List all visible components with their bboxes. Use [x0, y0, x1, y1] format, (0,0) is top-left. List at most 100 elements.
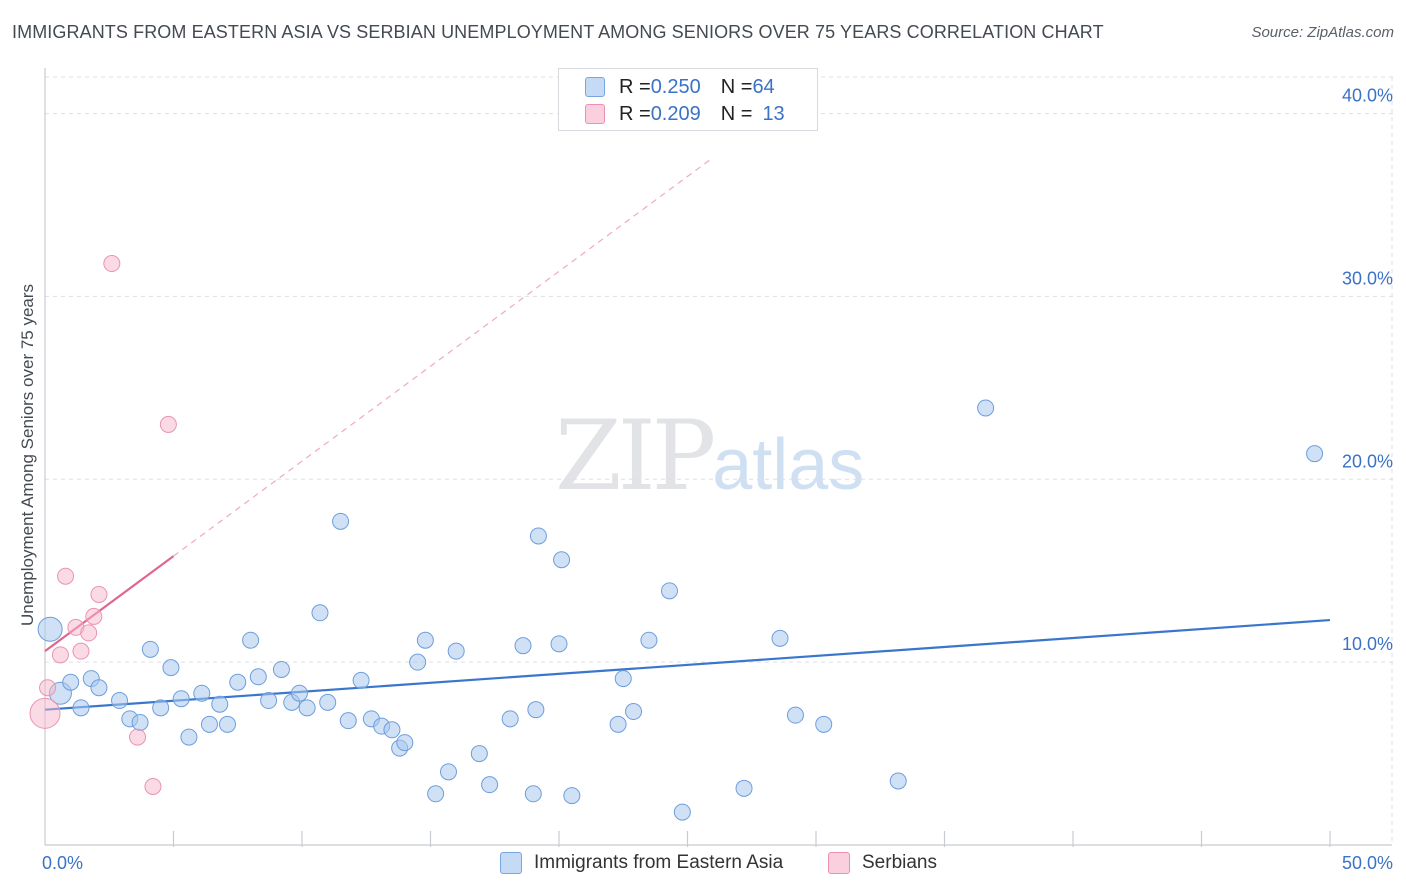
legend-row-eastern-asia: R = 0.250 N = 64 [585, 74, 775, 100]
point-serbians [159, 415, 177, 433]
point-eastern-asia [396, 734, 414, 752]
y-tick-label: 30.0% [1342, 268, 1393, 288]
point-eastern-asia [427, 785, 445, 803]
bottom-legend-label: Serbians [862, 852, 937, 873]
legend-r-label: R = [619, 75, 651, 98]
point-eastern-asia [447, 642, 465, 660]
point-eastern-asia [111, 692, 129, 710]
correlation-legend: R = 0.250 N = 64 R = 0.209 N = 13 [558, 68, 818, 131]
y-axis-label: Unemployment Among Seniors over 75 years [18, 283, 37, 627]
source-label: Source: ZipAtlas.com [1251, 24, 1394, 41]
legend-n-label: N = [720, 75, 753, 98]
legend-swatch-serbians [585, 104, 605, 124]
watermark-zip: ZIP [555, 400, 716, 512]
point-eastern-asia [527, 701, 545, 719]
point-eastern-asia [735, 779, 753, 797]
point-eastern-asia [786, 706, 804, 724]
point-eastern-asia [260, 692, 278, 710]
point-eastern-asia [661, 582, 679, 600]
legend-swatch-eastern-asia [585, 77, 605, 97]
watermark: ZIPatlas [555, 400, 864, 512]
x-tick-label-end: 50.0% [1342, 853, 1393, 873]
point-eastern-asia [249, 668, 267, 686]
point-eastern-asia [889, 772, 907, 790]
legend-r-label: R = [619, 102, 651, 125]
point-eastern-asia [141, 640, 159, 658]
point-eastern-asia [311, 604, 329, 622]
point-serbians [80, 624, 98, 642]
trend-serbians-extrapolated [173, 156, 714, 557]
point-eastern-asia [815, 715, 833, 733]
point-eastern-asia [211, 695, 229, 713]
point-eastern-asia [640, 631, 658, 649]
point-eastern-asia [524, 785, 542, 803]
legend-n-label: N = [720, 102, 753, 125]
point-eastern-asia [319, 693, 337, 711]
point-serbians [90, 585, 108, 603]
point-eastern-asia [614, 670, 632, 688]
point-eastern-asia [332, 512, 350, 530]
point-serbians [57, 567, 75, 585]
point-eastern-asia [162, 659, 180, 677]
point-eastern-asia [72, 699, 90, 717]
chart-title: IMMIGRANTS FROM EASTERN ASIA VS SERBIAN … [12, 22, 1104, 42]
point-serbians [29, 697, 61, 729]
point-eastern-asia [352, 671, 370, 689]
point-eastern-asia [200, 715, 218, 733]
y-tick-label: 40.0% [1342, 86, 1393, 106]
bottom-legend-serbians: Serbians [828, 852, 937, 874]
point-eastern-asia [977, 399, 995, 417]
point-eastern-asia [62, 673, 80, 691]
point-serbians [51, 646, 69, 664]
point-eastern-asia [298, 699, 316, 717]
point-serbians [144, 777, 162, 795]
point-eastern-asia [501, 710, 519, 728]
point-eastern-asia [563, 787, 581, 805]
trend-eastern-asia [44, 618, 1331, 711]
point-serbians [85, 607, 103, 625]
legend-r-value: 0.209 [650, 102, 701, 125]
legend-row-serbians: R = 0.209 N = 13 [585, 101, 785, 127]
watermark-atlas: atlas [712, 425, 865, 505]
tick-labels: 10.0% 20.0% 30.0% 40.0% 0.0% 50.0% [42, 86, 1393, 873]
point-eastern-asia [193, 684, 211, 702]
point-eastern-asia [37, 616, 63, 642]
legend-r-value: 0.250 [650, 75, 701, 98]
y-tick-label: 10.0% [1342, 634, 1393, 654]
point-eastern-asia [90, 679, 108, 697]
point-eastern-asia [625, 703, 643, 721]
point-eastern-asia [180, 728, 198, 746]
point-eastern-asia [1306, 445, 1324, 463]
point-eastern-asia [514, 637, 532, 655]
point-eastern-asia [481, 776, 499, 794]
axes [44, 68, 1392, 847]
point-eastern-asia [383, 721, 401, 739]
point-eastern-asia [439, 763, 457, 781]
legend-n-value: 64 [752, 75, 775, 98]
grid-lines [45, 76, 1395, 845]
bottom-legend-eastern-asia: Immigrants from Eastern Asia [500, 852, 783, 874]
x-tick-label-start: 0.0% [42, 853, 83, 873]
bottom-legend-swatch-eastern-asia [500, 852, 522, 874]
point-eastern-asia [609, 715, 627, 733]
point-serbians [39, 679, 57, 697]
y-tick-label: 20.0% [1342, 451, 1393, 471]
data-points [29, 255, 1324, 821]
bottom-legend-label: Immigrants from Eastern Asia [534, 852, 784, 873]
point-eastern-asia [416, 631, 434, 649]
point-eastern-asia [152, 699, 170, 717]
point-eastern-asia [218, 715, 236, 733]
point-eastern-asia [272, 660, 290, 678]
point-eastern-asia [553, 551, 571, 569]
trend-lines [44, 156, 1331, 711]
point-eastern-asia [229, 673, 247, 691]
point-eastern-asia [673, 803, 691, 821]
point-serbians [72, 642, 90, 660]
point-eastern-asia [409, 653, 427, 671]
point-eastern-asia [529, 527, 547, 545]
point-eastern-asia [131, 713, 149, 731]
point-serbians [103, 255, 121, 273]
legend-n-value: 13 [762, 102, 785, 125]
point-serbians [129, 728, 147, 746]
